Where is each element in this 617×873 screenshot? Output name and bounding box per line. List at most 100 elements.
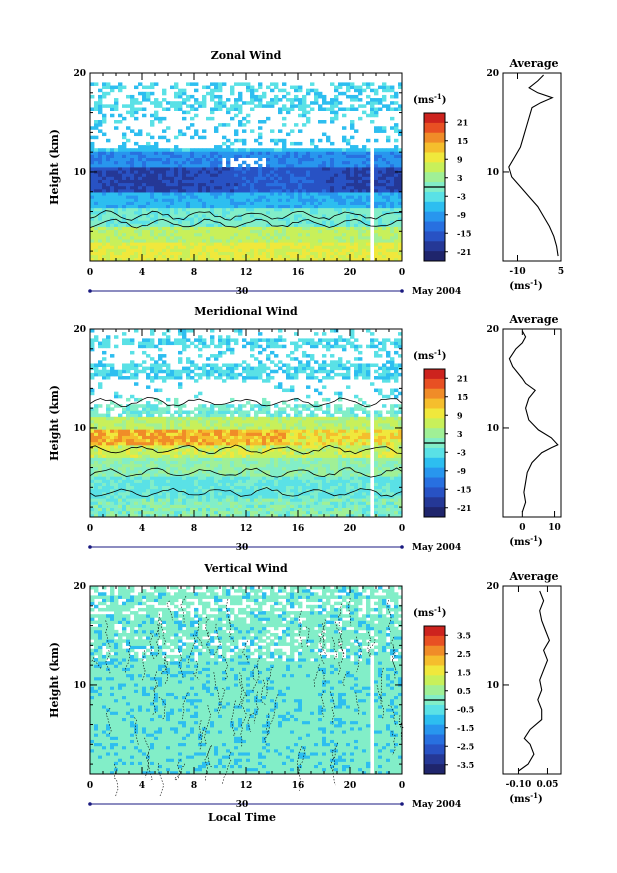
heatmap-cell: [186, 195, 191, 199]
heatmap-cell: [342, 217, 347, 221]
heatmap-cell: [230, 423, 235, 427]
heatmap-cell: [126, 438, 131, 443]
heatmap-cell: [94, 432, 99, 436]
date-day-label: 30: [236, 287, 249, 297]
heatmap-cell: [162, 470, 167, 474]
heatmap-cell: [282, 82, 287, 86]
heatmap-cell: [234, 138, 239, 143]
heatmap-cell: [294, 242, 299, 246]
contour-line: [89, 218, 403, 229]
heatmap-cell: [138, 416, 143, 421]
heatmap-cell: [126, 454, 131, 458]
heatmap-cell: [206, 163, 211, 168]
heatmap-cell: [206, 188, 211, 193]
heatmap-cell: [114, 223, 119, 227]
heatmap-cell: [130, 229, 135, 234]
heatmap-cell: [362, 232, 367, 237]
heatmap-cell: [130, 432, 135, 436]
heatmap-cell: [298, 185, 303, 190]
heatmap-cell: [138, 248, 143, 252]
heatmap-cell: [94, 235, 99, 240]
heatmap-cell: [166, 148, 171, 152]
heatmap-cell: [258, 254, 263, 259]
heatmap-cell: [134, 110, 139, 115]
heatmap-cell: [258, 245, 263, 249]
heatmap-cell: [230, 363, 235, 367]
heatmap-cell: [366, 154, 371, 158]
heatmap-cell: [286, 188, 291, 193]
heatmap-cell: [382, 235, 387, 240]
heatmap-cell: [194, 173, 199, 177]
heatmap-cell: [218, 404, 223, 408]
colorbar-segment: [424, 191, 445, 203]
heatmap-cell: [362, 170, 367, 174]
heatmap-cell: [334, 163, 339, 168]
heatmap-cell: [158, 195, 163, 199]
heatmap-cell: [126, 341, 131, 346]
heatmap-cell: [134, 173, 139, 177]
heatmap-cell: [178, 232, 183, 237]
heatmap-cell: [262, 151, 267, 155]
heatmap-cell: [102, 151, 107, 155]
heatmap-cell: [222, 510, 227, 515]
x-tick-label: 4: [139, 268, 145, 278]
heatmap-cell: [390, 248, 395, 252]
heatmap-cell: [274, 179, 279, 184]
heatmap-cell: [214, 126, 219, 130]
heatmap-cell: [310, 223, 315, 227]
heatmap-cell: [346, 207, 351, 212]
heatmap-cell: [106, 488, 111, 493]
heatmap-cell: [330, 120, 335, 124]
heatmap-cell: [266, 163, 271, 168]
heatmap-cell: [118, 423, 123, 427]
heatmap-cell: [186, 126, 191, 130]
heatmap-cell: [226, 451, 231, 455]
heatmap-cell: [98, 188, 103, 193]
heatmap-cell: [306, 251, 311, 256]
heatmap-cell: [214, 463, 219, 468]
heatmap-cell: [118, 88, 123, 93]
heatmap-cell: [358, 154, 363, 158]
heatmap-cell: [90, 254, 95, 259]
heatmap-cell: [226, 338, 231, 342]
heatmap-cell: [218, 145, 223, 149]
heatmap-cell: [354, 226, 359, 231]
heatmap-cell: [126, 363, 131, 367]
heatmap-cell: [306, 223, 311, 227]
heatmap-cell: [366, 192, 371, 196]
heatmap-cell: [106, 198, 111, 202]
heatmap-cell: [254, 239, 259, 243]
heatmap-cell: [142, 251, 147, 256]
heatmap-cell: [122, 132, 127, 137]
heatmap-cell: [118, 435, 123, 440]
heatmap-cell: [330, 242, 335, 246]
heatmap-cell: [166, 176, 171, 180]
heatmap-cell: [250, 94, 255, 99]
heatmap-cell: [222, 141, 227, 146]
heatmap-cell: [158, 160, 163, 165]
heatmap-cell: [222, 426, 227, 430]
heatmap-cell: [146, 454, 151, 458]
heatmap-cell: [342, 195, 347, 199]
heatmap-cell: [214, 416, 219, 421]
heatmap-cell: [130, 223, 135, 227]
heatmap-cell: [398, 160, 403, 165]
heatmap-cell: [90, 495, 95, 499]
heatmap-cell: [194, 185, 199, 190]
heatmap-cell: [142, 167, 147, 171]
heatmap-cell: [346, 229, 351, 234]
heatmap-cell: [346, 248, 351, 252]
heatmap-cell: [318, 229, 323, 234]
heatmap-cell: [214, 82, 219, 86]
heatmap-cell: [246, 170, 251, 174]
heatmap-cell: [358, 195, 363, 199]
heatmap-cell: [330, 195, 335, 199]
heatmap-cell: [154, 210, 159, 215]
heatmap-cell: [350, 214, 355, 218]
heatmap-cell: [394, 254, 399, 259]
heatmap-cell: [182, 163, 187, 168]
heatmap-cell: [146, 245, 151, 249]
heatmap-cell: [274, 85, 279, 90]
heatmap-cell: [174, 419, 179, 424]
heatmap-cell: [146, 163, 151, 168]
